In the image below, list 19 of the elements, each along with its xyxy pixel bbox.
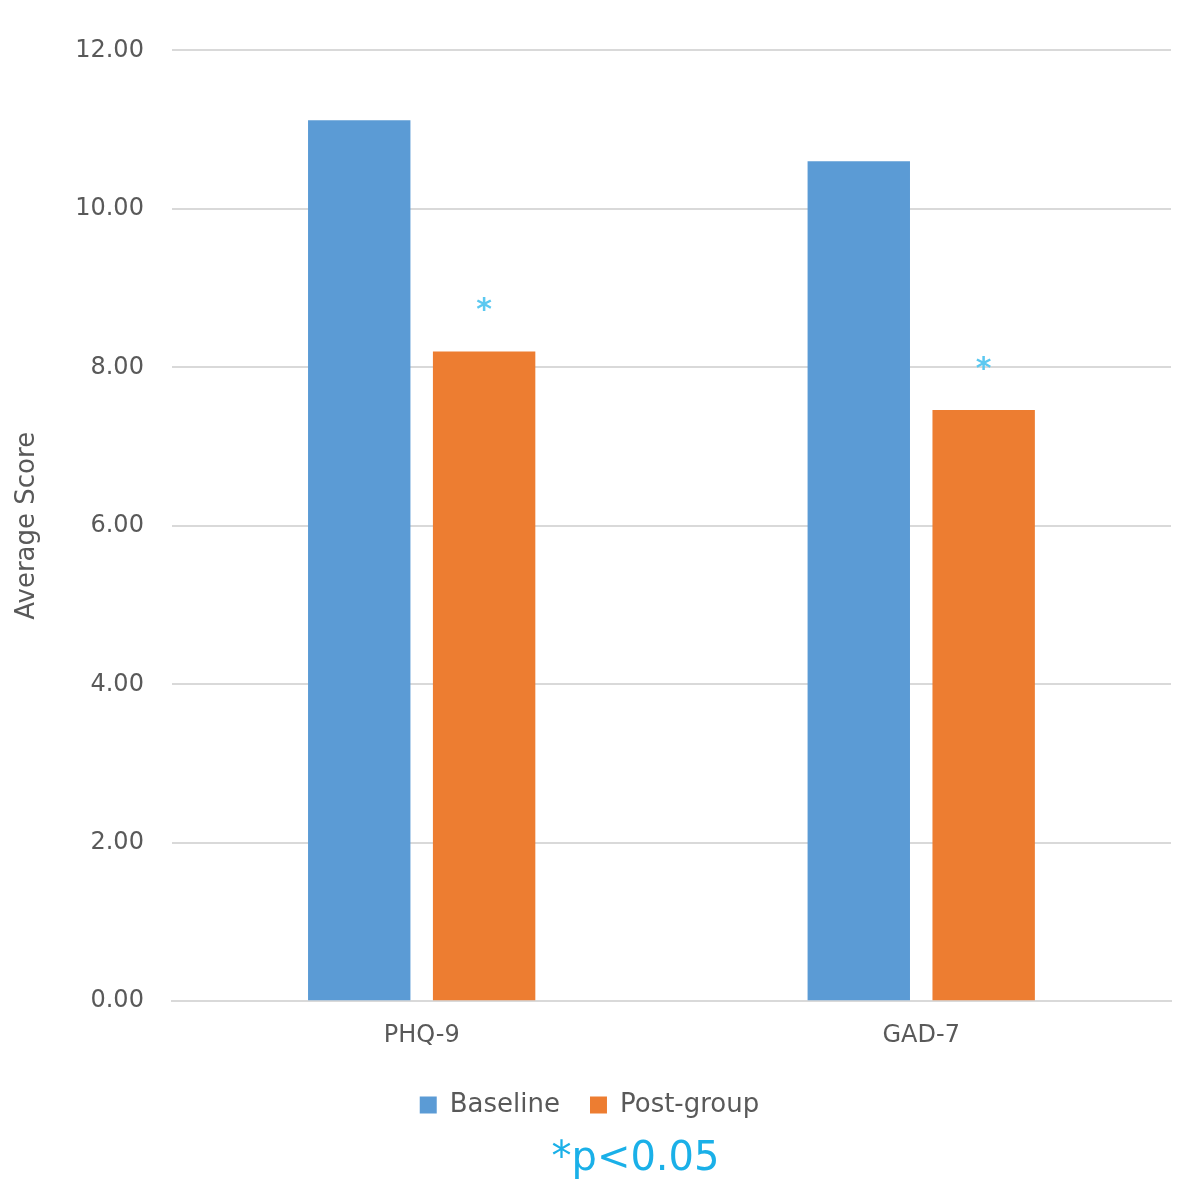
legend-label: Baseline: [449, 1087, 560, 1118]
y-tick-label: 4.00: [90, 668, 144, 697]
x-tick-label: PHQ-9: [383, 1019, 460, 1048]
bar: [308, 120, 411, 1001]
y-tick-label: 12.00: [75, 34, 144, 63]
bar: [432, 351, 536, 1001]
y-tick-label: 0.00: [90, 985, 144, 1014]
y-axis-title: Average Score: [10, 431, 41, 620]
x-tick-label: GAD-7: [882, 1019, 960, 1048]
legend-label: Post-group: [619, 1087, 760, 1118]
y-tick-label: 10.00: [75, 193, 144, 222]
bar: [807, 161, 910, 1001]
y-tick-label: 6.00: [90, 510, 144, 539]
bar: [932, 410, 1035, 1001]
annotation: *: [476, 291, 493, 327]
text: *p<0.05: [550, 1132, 721, 1181]
y-tick-label: 8.00: [90, 351, 144, 380]
annotation: *: [975, 349, 992, 385]
y-tick-label: 2.00: [90, 826, 144, 855]
